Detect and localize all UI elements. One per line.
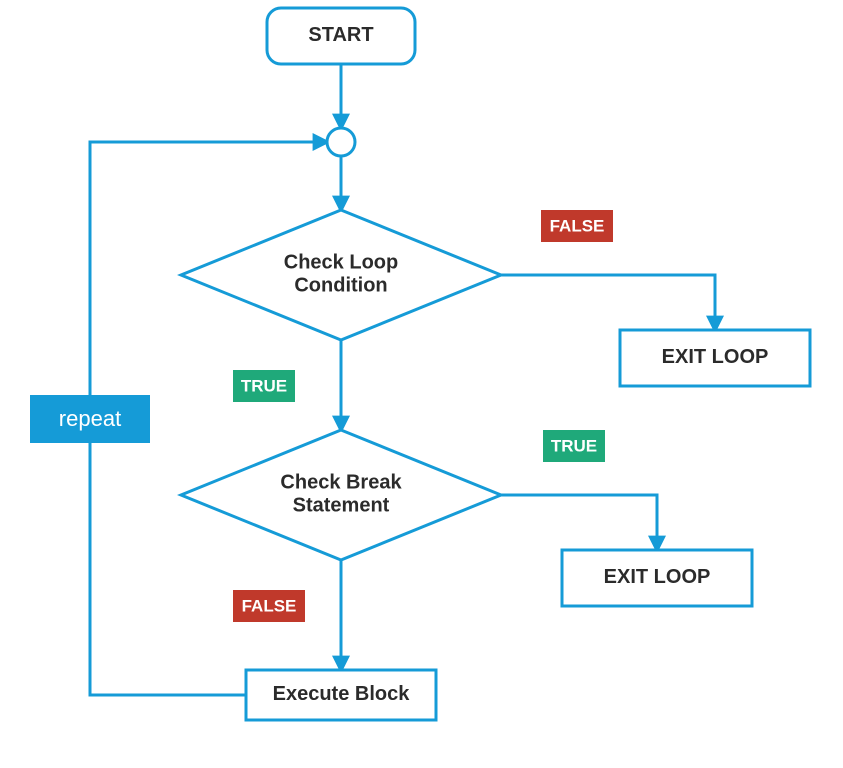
node-exit1: EXIT LOOP (620, 330, 810, 386)
node-label: START (308, 24, 373, 46)
badge-label: repeat (59, 406, 121, 431)
badge-label: FALSE (242, 596, 297, 615)
badge-repeat: repeat (30, 395, 150, 443)
badge-label: TRUE (551, 436, 597, 455)
node-execute: Execute Block (246, 670, 436, 720)
node-label: Check BreakStatement (280, 472, 402, 517)
node-label: EXIT LOOP (604, 566, 711, 588)
node-junction (327, 128, 355, 156)
badge-false2: FALSE (233, 590, 305, 622)
badge-true1: TRUE (233, 370, 295, 402)
flowchart-diagram: START Check LoopCondition Check BreakState… (0, 0, 843, 768)
edge-check_break-right-to-exit2-top (501, 495, 657, 550)
badge-label: FALSE (550, 216, 605, 235)
node-label: Execute Block (273, 683, 411, 705)
node-start: START (267, 8, 415, 64)
badge-label: TRUE (241, 376, 287, 395)
node-label: EXIT LOOP (662, 346, 769, 368)
node-check_break: Check BreakStatement (181, 430, 501, 560)
badge-true2: TRUE (543, 430, 605, 462)
badge-false1: FALSE (541, 210, 613, 242)
node-label: Check LoopCondition (284, 252, 398, 297)
edge-check_loop-right-to-exit1-top (501, 275, 715, 330)
node-exit2: EXIT LOOP (562, 550, 752, 606)
node-check_loop: Check LoopCondition (181, 210, 501, 340)
